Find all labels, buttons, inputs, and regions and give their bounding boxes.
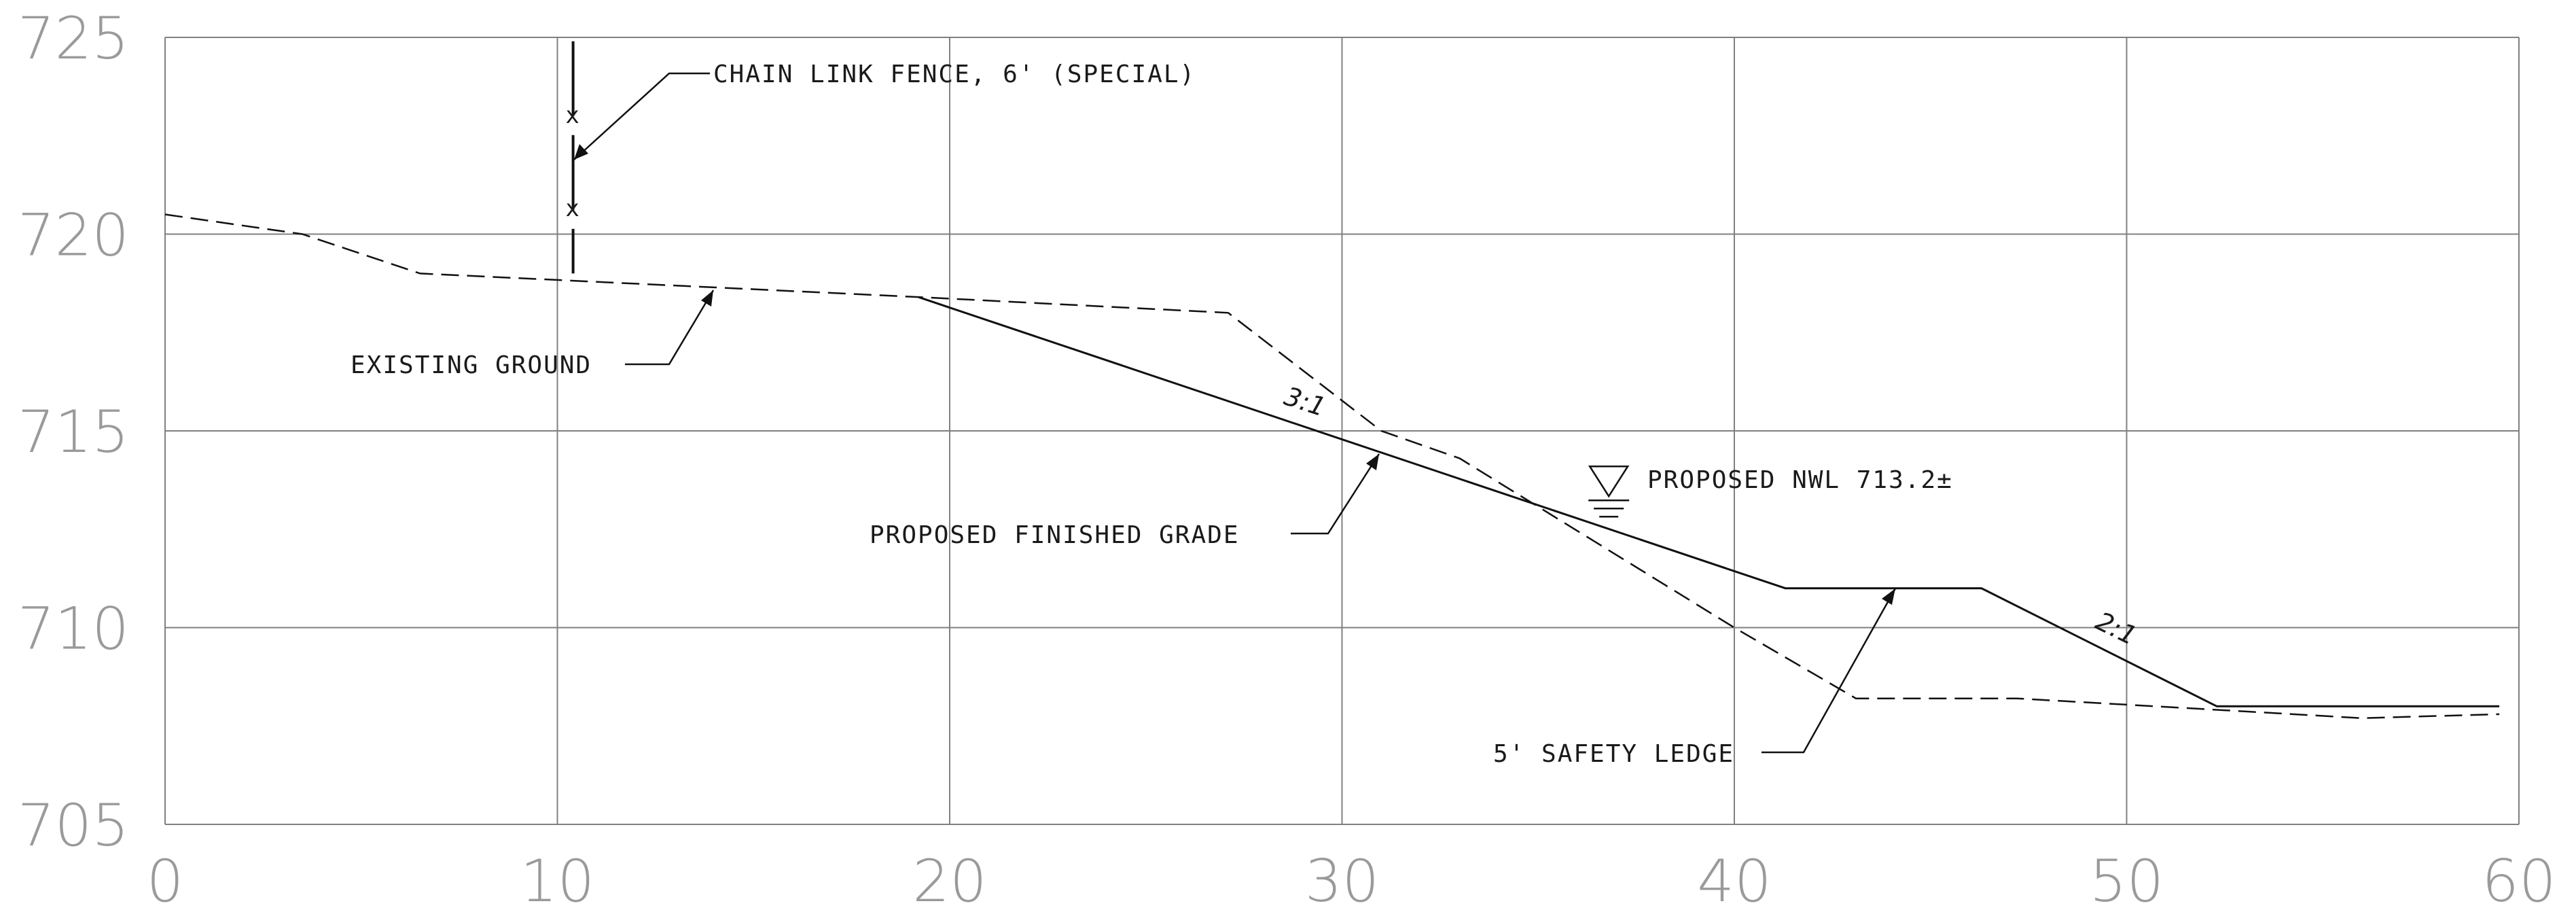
fence-marker: x	[565, 102, 580, 129]
x-tick-label: 60	[2482, 847, 2556, 910]
chain-link-fence: x x	[565, 41, 580, 274]
existing-ground-label: EXISTING GROUND	[351, 351, 592, 379]
finished-grade-label: PROPOSED FINISHED GRADE	[870, 521, 1240, 549]
water-level-symbol	[1588, 465, 1630, 518]
existing-ground-leader-arrow	[701, 290, 713, 307]
annotations: CHAIN LINK FENCE, 6' (SPECIAL) EXISTING …	[351, 60, 2141, 768]
y-tick-label: 705	[18, 792, 129, 860]
x-tick-label: 10	[520, 847, 594, 910]
y-tick-label: 720	[18, 202, 129, 270]
proposed-grade-line	[918, 296, 2500, 707]
finished-grade-leader	[1291, 453, 1380, 535]
slope-3-1-label: 3:1	[1281, 381, 1329, 423]
axis-labels: 0 10 20 30 40 50 60 725 720 715 710 705	[18, 5, 2556, 910]
x-tick-label: 30	[1305, 847, 1379, 910]
safety-ledge-leader	[1761, 588, 1897, 754]
existing-ground-line	[164, 213, 2500, 719]
fence-label: CHAIN LINK FENCE, 6' (SPECIAL)	[713, 60, 1196, 88]
grid	[164, 37, 2520, 825]
y-tick-label: 710	[18, 595, 129, 663]
finished-grade-leader-arrow	[1366, 454, 1379, 470]
nwl-label: PROPOSED NWL 713.2±	[1647, 466, 1953, 494]
x-tick-label: 50	[2090, 847, 2164, 910]
fence-marker: x	[565, 195, 580, 222]
x-tick-label: 0	[147, 847, 184, 910]
fence-leader	[573, 72, 710, 160]
safety-ledge-label: 5' SAFETY LEDGE	[1493, 740, 1734, 768]
x-tick-label: 20	[912, 847, 986, 910]
fence-leader-arrow	[574, 144, 588, 160]
water-level-triangle	[1588, 465, 1630, 498]
slope-2-1-label: 2:1	[2091, 606, 2141, 651]
series-layer	[164, 213, 2500, 719]
existing-ground-leader	[625, 290, 715, 366]
x-tick-label: 40	[1697, 847, 1771, 910]
y-tick-label: 725	[18, 5, 129, 73]
y-tick-label: 715	[18, 398, 129, 466]
safety-ledge-leader-arrow	[1882, 589, 1895, 605]
